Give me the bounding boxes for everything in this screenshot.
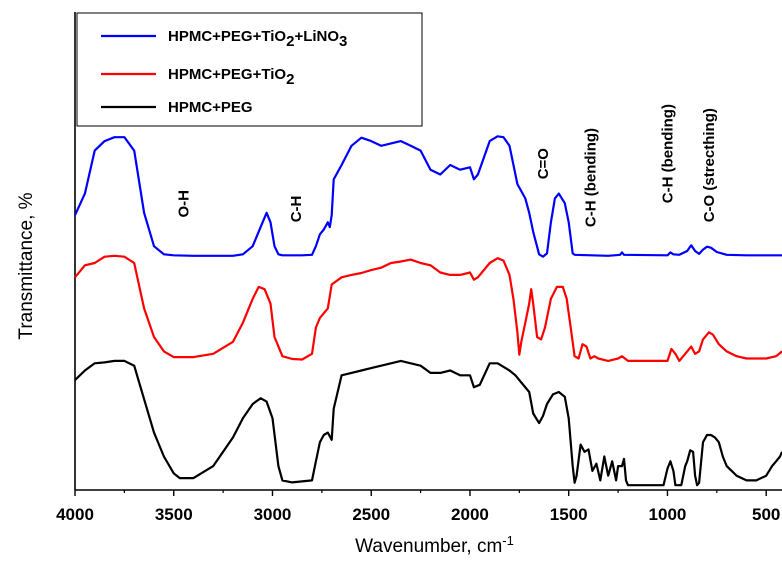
x-tick-label-3500: 3500 — [155, 505, 193, 524]
y-axis-label: Transmittance, % — [16, 192, 37, 339]
legend: HPMC+PEG+TiO2+LiNO3 HPMC+PEG+TiO2 HPMC+PEG — [76, 12, 423, 127]
annotation-5: C-O (strecthing) — [701, 108, 718, 222]
annotations: O-H C-H C=O C-H (bending) C-H (bending) C-O (… — [176, 104, 718, 227]
x-tick-label-1000: 1000 — [649, 505, 687, 524]
series-line-1 — [74, 254, 782, 362]
legend-label-1: HPMC+PEG+TiO2 — [168, 66, 294, 88]
x-tick-label-2500: 2500 — [352, 505, 390, 524]
annotation-0: O-H — [176, 190, 193, 218]
annotation-4: C-H (bending) — [660, 104, 677, 203]
series-line-0 — [74, 135, 782, 258]
plot-area — [74, 12, 782, 491]
x-tick-label-2000: 2000 — [451, 505, 489, 524]
legend-label-2: HPMC+PEG — [168, 99, 253, 116]
annotation-3: C-H (bending) — [582, 128, 599, 227]
annotation-2: C=O — [535, 148, 552, 180]
x-tick-label-1500: 1500 — [550, 505, 588, 524]
x-tick-label-500: 500 — [752, 505, 780, 524]
annotation-1: C-H — [288, 196, 305, 223]
x-tick-label-3000: 3000 — [254, 505, 292, 524]
x-tick-label-4000: 4000 — [56, 505, 94, 524]
series-line-2 — [74, 359, 782, 487]
x-axis-ticks: 4000 3500 3000 2500 2000 1500 1000 500 — [56, 490, 780, 524]
x-axis-label: Wavenumber, cm-1 — [355, 533, 514, 557]
legend-label-0: HPMC+PEG+TiO2+LiNO3 — [168, 28, 347, 50]
